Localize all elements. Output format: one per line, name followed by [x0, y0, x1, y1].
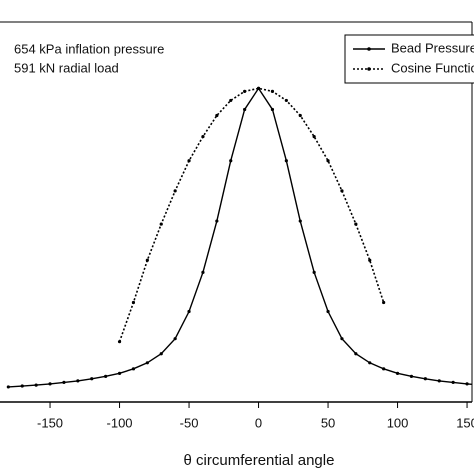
point [243, 89, 247, 93]
point [173, 189, 177, 193]
point [437, 379, 441, 383]
x-tick-label: 150 [456, 415, 474, 430]
point [326, 159, 330, 163]
point [145, 258, 149, 262]
x-tick-label: -50 [180, 415, 199, 430]
point [20, 384, 24, 388]
x-tick-label: 0 [255, 415, 262, 430]
point [215, 219, 219, 223]
x-tick-label: -100 [107, 415, 133, 430]
legend-box [344, 34, 474, 84]
point [201, 135, 205, 139]
point [270, 107, 275, 112]
series-line [118, 87, 385, 342]
series-line [8, 87, 472, 388]
point [465, 382, 469, 386]
point [229, 159, 233, 163]
point [312, 270, 316, 274]
point [395, 371, 400, 375]
point [243, 107, 247, 112]
point [6, 385, 10, 389]
legend-marker [367, 47, 371, 51]
point [326, 309, 330, 314]
point [131, 300, 136, 305]
point [298, 219, 302, 223]
annotation: 654 kPa inflation pressure [14, 41, 164, 56]
x-tick-label: -150 [37, 415, 63, 430]
point [62, 380, 66, 384]
point [104, 374, 108, 378]
point [298, 113, 302, 118]
x-axis-label: θ circumferential angle [184, 452, 335, 469]
point [117, 371, 122, 375]
point [90, 377, 94, 381]
point [34, 383, 38, 387]
point [145, 361, 149, 365]
point [131, 367, 136, 371]
point [354, 222, 358, 226]
point [451, 380, 455, 384]
point [215, 113, 219, 118]
legend-marker [367, 67, 371, 71]
point [159, 352, 163, 356]
point [117, 340, 122, 344]
point [423, 377, 427, 381]
plot-area [6, 86, 472, 389]
point [368, 258, 372, 262]
point [173, 337, 177, 341]
legend-label: Bead Pressure [391, 40, 474, 55]
point [187, 159, 191, 163]
point [354, 352, 358, 356]
point [229, 98, 233, 103]
point [312, 135, 316, 139]
x-tick-label: 100 [387, 415, 409, 430]
point [270, 89, 275, 93]
point [159, 222, 163, 226]
point [256, 86, 261, 90]
point [187, 309, 191, 314]
point [76, 379, 80, 383]
point [409, 374, 414, 378]
point [48, 382, 52, 386]
point [340, 337, 344, 341]
point [284, 98, 288, 103]
point [382, 300, 386, 305]
point [284, 159, 288, 163]
point [382, 367, 386, 371]
point [340, 189, 344, 193]
legend-label: Cosine Function [391, 60, 474, 75]
x-tick-label: 50 [321, 415, 335, 430]
annotation: 591 kN radial load [14, 60, 119, 75]
point [201, 270, 205, 274]
point [368, 361, 372, 365]
